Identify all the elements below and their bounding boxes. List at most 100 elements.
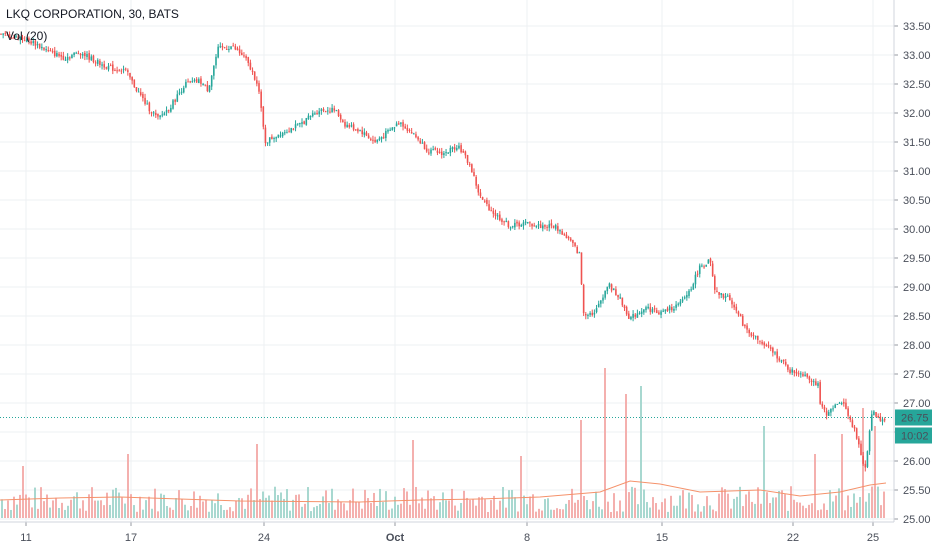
candle-body [868, 430, 871, 452]
volume-bar [328, 503, 330, 518]
volume-bar [262, 491, 264, 518]
volume-bar [625, 394, 627, 518]
candle-body [883, 419, 886, 421]
volume-bar [454, 505, 456, 518]
volume-bar [820, 509, 822, 518]
candle-body [195, 79, 198, 83]
volume-bar [205, 499, 207, 518]
volume-bar [796, 502, 798, 518]
volume-bar [562, 509, 564, 518]
volume-bar [271, 500, 273, 518]
candle-body [4, 32, 7, 34]
volume-bar [409, 504, 411, 518]
volume-bar [160, 493, 162, 518]
volume-bar [763, 426, 765, 518]
candle-body [686, 295, 688, 298]
candle-body [320, 109, 323, 111]
volume-bar [22, 466, 24, 518]
volume-bar [628, 492, 630, 518]
volume-bar [730, 508, 732, 518]
candle-body [51, 51, 54, 53]
candle-body [221, 46, 224, 48]
volume-bar [319, 504, 321, 518]
volume-bar [118, 492, 120, 518]
candle-body [380, 136, 383, 139]
y-tick-label: 30.50 [903, 195, 931, 207]
candle-body [554, 225, 557, 229]
candle-body [170, 107, 172, 112]
candle-body [559, 230, 561, 232]
volume-bar [343, 503, 345, 518]
volume-bar [19, 494, 21, 518]
volume-bar [802, 505, 804, 518]
candle-body [744, 324, 746, 327]
candle-body [668, 306, 671, 311]
candle-body [299, 123, 301, 125]
candle-body [617, 294, 619, 298]
candle-body [531, 224, 533, 227]
volume-bar [298, 494, 300, 518]
candle-body [428, 152, 430, 154]
volume-bar [682, 490, 684, 518]
volume-bar [568, 500, 570, 518]
candle-body [232, 45, 234, 47]
volume-bar [655, 503, 657, 518]
y-tick-label: 31.00 [903, 166, 931, 178]
candle-body [38, 43, 41, 48]
candle-body [357, 129, 359, 132]
candle-body [443, 153, 445, 155]
volume-bar [370, 503, 372, 518]
candle-body [339, 114, 342, 120]
candle-body [509, 227, 512, 229]
candle-body [273, 138, 275, 140]
candle-body [507, 221, 510, 227]
candle-body [593, 312, 596, 315]
volume-bar [709, 505, 711, 518]
y-tick-label: 29.50 [903, 253, 931, 265]
candle-body [58, 53, 60, 56]
volume-bar [616, 511, 618, 518]
candle-body [488, 204, 490, 211]
candle-body [514, 222, 516, 228]
candle-body [516, 221, 518, 224]
candle-body [539, 224, 542, 228]
candle-body [415, 134, 417, 138]
candle-body [19, 37, 22, 41]
candle-body [585, 314, 587, 316]
candle-body [458, 145, 460, 149]
volume-bar [859, 497, 861, 518]
volume-bar [811, 503, 813, 518]
candle-body [544, 225, 546, 227]
candle-body [21, 37, 24, 40]
volume-bar [280, 492, 282, 518]
candle-body [90, 56, 93, 61]
candle-body [75, 52, 78, 54]
candle-body [701, 265, 703, 267]
candle-body [462, 151, 465, 153]
volume-bar [250, 488, 252, 518]
candle-body [210, 75, 213, 87]
volume-bar [517, 511, 519, 518]
candle-body [385, 131, 387, 139]
candle-body [720, 293, 723, 295]
candle-body [707, 259, 710, 264]
candle-body [729, 295, 731, 301]
candle-body [477, 185, 480, 193]
candle-body [731, 300, 733, 305]
volume-bar [850, 506, 852, 518]
candle-body [148, 102, 151, 112]
volume-bar [178, 490, 180, 518]
y-tick-label: 30.00 [903, 224, 931, 236]
volume-bar [790, 486, 792, 518]
candle-body [645, 307, 647, 310]
candle-body [17, 36, 19, 40]
candle-body [853, 426, 856, 429]
candle-body [640, 311, 643, 314]
candle-body [877, 415, 879, 418]
candle-body [49, 50, 52, 52]
candle-body [722, 293, 725, 298]
candle-body [206, 84, 209, 92]
volume-bar [43, 501, 45, 518]
candle-body [309, 116, 312, 118]
y-tick-label: 29.00 [903, 282, 931, 294]
